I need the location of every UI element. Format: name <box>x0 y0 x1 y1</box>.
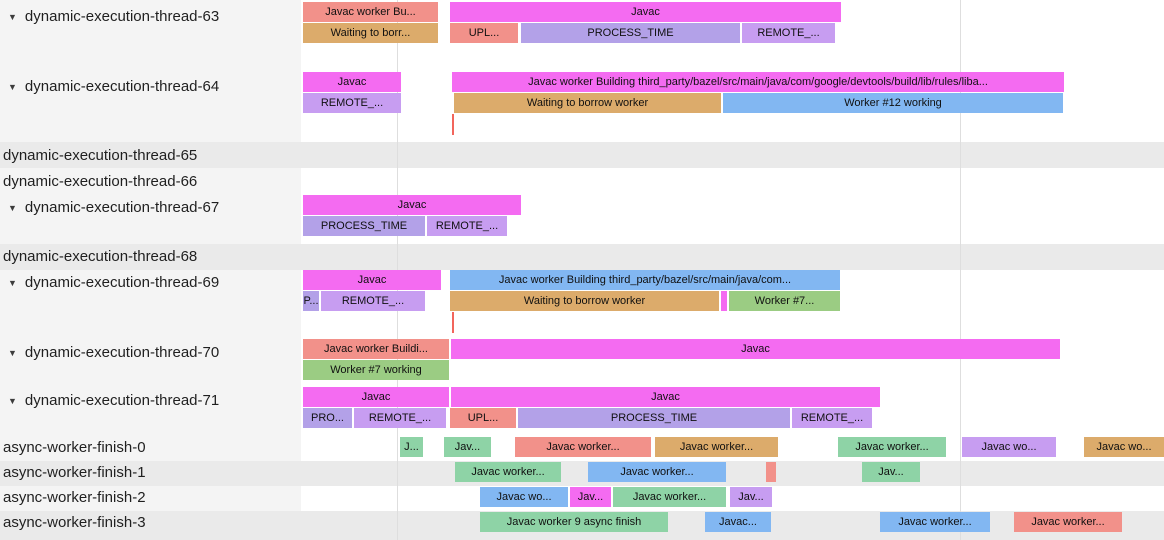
trace-event-bar[interactable]: REMOTE_... <box>742 23 835 43</box>
track-name: async-worker-finish-3 <box>3 514 146 531</box>
trace-event-bar[interactable]: Javac worker... <box>515 437 651 457</box>
trace-event-bar[interactable]: Jav... <box>570 487 611 507</box>
track-label[interactable]: async-worker-finish-0 <box>0 437 146 458</box>
triangle-down-icon[interactable]: ▼ <box>8 347 17 358</box>
track-name: dynamic-execution-thread-69 <box>24 274 220 291</box>
track-label[interactable]: dynamic-execution-thread-66 <box>0 171 197 192</box>
trace-event-bar[interactable]: PRO... <box>303 408 352 428</box>
triangle-down-icon[interactable]: ▼ <box>8 81 17 92</box>
trace-event-bar[interactable]: Javac <box>450 2 841 22</box>
trace-event-bar[interactable]: Worker #7... <box>729 291 840 311</box>
track-name: dynamic-execution-thread-63 <box>24 8 220 25</box>
trace-event-bar[interactable]: Worker #12 working <box>723 93 1063 113</box>
track-label[interactable]: async-worker-finish-1 <box>0 462 146 483</box>
track-label[interactable]: ▼ dynamic-execution-thread-69 <box>0 272 219 293</box>
track-name: dynamic-execution-thread-70 <box>24 344 220 361</box>
trace-event-bar[interactable]: Javac worker... <box>880 512 990 532</box>
track-name: dynamic-execution-thread-71 <box>24 392 220 409</box>
trace-event-bar[interactable]: Javac... <box>705 512 771 532</box>
trace-event-bar[interactable]: Javac <box>451 387 880 407</box>
trace-event-bar[interactable]: Javac <box>303 387 449 407</box>
instant-event-marker[interactable] <box>452 312 454 333</box>
trace-event-bar[interactable]: Javac worker... <box>455 462 561 482</box>
track-label[interactable]: dynamic-execution-thread-65 <box>0 145 197 166</box>
trace-event-bar[interactable]: UPL... <box>450 23 518 43</box>
trace-event-bar[interactable]: Javac <box>451 339 1060 359</box>
track-name: async-worker-finish-1 <box>3 464 146 481</box>
trace-event-bar[interactable]: PROCESS_TIME <box>303 216 425 236</box>
trace-event-bar[interactable] <box>766 462 776 482</box>
trace-event-bar[interactable]: PROCESS_TIME <box>518 408 790 428</box>
trace-event-bar[interactable]: Javac wo... <box>1084 437 1164 457</box>
track-name: async-worker-finish-2 <box>3 489 146 506</box>
trace-event-bar[interactable]: J... <box>400 437 423 457</box>
instant-event-marker[interactable] <box>452 114 454 135</box>
trace-event-bar[interactable]: Javac worker... <box>588 462 726 482</box>
track-label[interactable]: async-worker-finish-3 <box>0 512 146 533</box>
trace-event-bar[interactable]: Javac wo... <box>480 487 568 507</box>
track-name: dynamic-execution-thread-65 <box>3 147 198 164</box>
trace-event-bar[interactable]: Javac worker Buildi... <box>303 339 449 359</box>
trace-event-bar[interactable]: Waiting to borr... <box>303 23 438 43</box>
trace-event-bar[interactable]: Waiting to borrow worker <box>454 93 721 113</box>
trace-event-bar[interactable]: Javac worker... <box>838 437 946 457</box>
trace-event-bar[interactable]: REMOTE_... <box>303 93 401 113</box>
track-label[interactable]: ▼ dynamic-execution-thread-64 <box>0 76 219 97</box>
trace-event-bar[interactable]: REMOTE_... <box>792 408 872 428</box>
track-label[interactable]: ▼ dynamic-execution-thread-70 <box>0 342 219 363</box>
trace-event-bar[interactable]: Javac worker... <box>1014 512 1122 532</box>
trace-event-bar[interactable]: Javac worker Building third_party/bazel/… <box>450 270 840 290</box>
trace-event-bar[interactable]: Javac wo... <box>962 437 1056 457</box>
track-name: dynamic-execution-thread-66 <box>3 173 198 190</box>
trace-event-bar[interactable]: Javac <box>303 72 401 92</box>
track-label[interactable]: dynamic-execution-thread-68 <box>0 246 197 267</box>
trace-event-bar[interactable]: UPL... <box>450 408 516 428</box>
track-label[interactable]: async-worker-finish-2 <box>0 487 146 508</box>
trace-event-bar[interactable]: REMOTE_... <box>354 408 446 428</box>
row-stripe <box>0 461 1164 486</box>
trace-event-bar[interactable]: Javac worker Building third_party/bazel/… <box>452 72 1064 92</box>
trace-event-bar[interactable]: Jav... <box>444 437 491 457</box>
triangle-down-icon[interactable]: ▼ <box>8 395 17 406</box>
track-name: dynamic-execution-thread-64 <box>24 78 220 95</box>
trace-event-bar[interactable]: Javac worker... <box>655 437 778 457</box>
trace-event-bar[interactable]: Jav... <box>730 487 772 507</box>
trace-event-bar[interactable]: Javac worker... <box>613 487 726 507</box>
track-name: dynamic-execution-thread-68 <box>3 248 198 265</box>
trace-event-bar[interactable]: Javac worker 9 async finish <box>480 512 668 532</box>
trace-event-bar[interactable]: Waiting to borrow worker <box>450 291 719 311</box>
row-stripe <box>0 244 1164 270</box>
track-label[interactable]: ▼ dynamic-execution-thread-71 <box>0 390 219 411</box>
trace-event-bar[interactable]: P... <box>303 291 319 311</box>
trace-event-bar[interactable]: Javac <box>303 195 521 215</box>
triangle-down-icon[interactable]: ▼ <box>8 277 17 288</box>
time-gridline <box>960 0 961 540</box>
trace-event-bar[interactable]: REMOTE_... <box>321 291 425 311</box>
trace-event-bar[interactable]: Javac worker Bu... <box>303 2 438 22</box>
trace-event-bar[interactable]: Javac <box>303 270 441 290</box>
track-name: async-worker-finish-0 <box>3 439 146 456</box>
trace-event-bar[interactable]: Worker #7 working <box>303 360 449 380</box>
trace-event-bar[interactable]: PROCESS_TIME <box>521 23 740 43</box>
triangle-down-icon[interactable]: ▼ <box>8 11 17 22</box>
track-label-panel <box>0 0 301 540</box>
track-label[interactable]: ▼ dynamic-execution-thread-67 <box>0 197 219 218</box>
trace-event-bar[interactable]: Jav... <box>862 462 920 482</box>
track-label[interactable]: ▼ dynamic-execution-thread-63 <box>0 6 219 27</box>
row-stripe <box>0 142 1164 168</box>
trace-event-bar[interactable]: REMOTE_... <box>427 216 507 236</box>
triangle-down-icon[interactable]: ▼ <box>8 202 17 213</box>
trace-event-bar[interactable] <box>721 291 727 311</box>
track-name: dynamic-execution-thread-67 <box>24 199 220 216</box>
